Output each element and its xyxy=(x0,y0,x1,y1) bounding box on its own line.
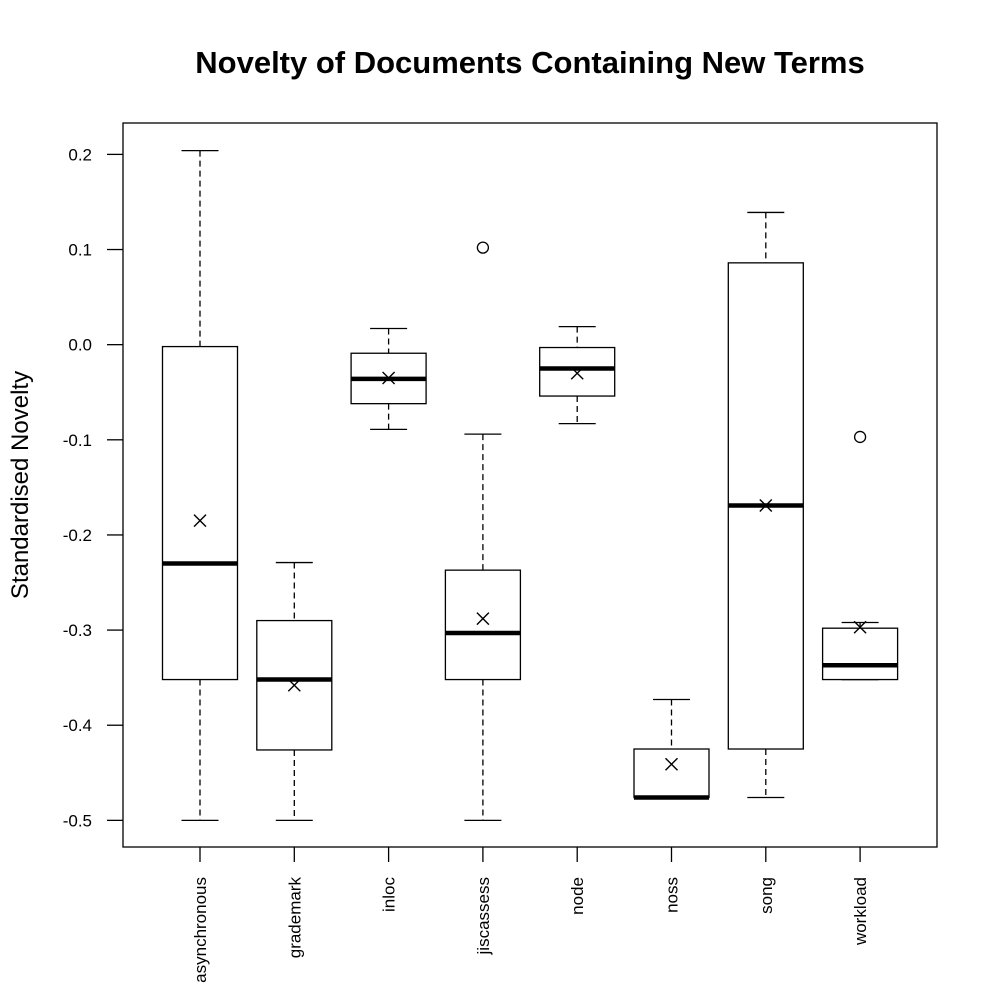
box-node xyxy=(539,325,616,425)
iqr-box xyxy=(821,627,899,681)
x-tick-label-inloc: inloc xyxy=(380,877,399,912)
box-jiscassess xyxy=(444,241,522,822)
mean-marker-stroke-b xyxy=(193,514,207,528)
box-inloc xyxy=(350,327,427,430)
mean-marker xyxy=(853,620,867,634)
y-axis: 0.2 0.1 0.0 -0.1 -0.2 -0.3 -0.4 -0.5 xyxy=(63,145,123,830)
y-tick-label: -0.5 xyxy=(63,811,92,830)
x-axis: asynchronous grademark inloc jiscassess node… xyxy=(191,847,870,983)
outlier-point xyxy=(853,430,867,444)
y-tick-label: -0.4 xyxy=(63,716,92,735)
mean-marker xyxy=(287,678,301,692)
iqr-box xyxy=(444,569,522,681)
outlier-point xyxy=(476,241,490,254)
x-tick-label-grademark: grademark xyxy=(285,877,304,959)
mean-marker-stroke-b xyxy=(759,498,773,512)
mean-marker xyxy=(665,757,678,771)
mean-marker xyxy=(759,498,773,512)
mean-marker xyxy=(476,612,490,626)
x-tick-label-song: song xyxy=(757,877,776,914)
mean-marker-stroke-b xyxy=(476,612,490,626)
box-asynchronous xyxy=(161,149,239,822)
iqr-box xyxy=(539,346,616,397)
mean-marker-stroke-b xyxy=(570,366,584,380)
y-tick-label: 0.1 xyxy=(68,241,92,260)
x-tick-label-jiscassess: jiscassess xyxy=(474,877,493,955)
mean-marker-stroke-b xyxy=(382,371,396,385)
plot-frame xyxy=(122,122,938,848)
chart-title: Novelty of Documents Containing New Term… xyxy=(195,45,864,80)
box-workload xyxy=(821,430,899,681)
y-tick-label: 0.0 xyxy=(68,336,92,355)
mean-marker xyxy=(570,366,584,380)
y-tick-label: -0.3 xyxy=(63,621,92,640)
y-tick-label: -0.2 xyxy=(63,526,92,545)
box-noss xyxy=(633,698,710,800)
y-axis-label: Standardised Novelty xyxy=(7,371,34,599)
box-song xyxy=(727,211,804,799)
mean-marker-stroke-b xyxy=(853,620,867,634)
x-tick-label-noss: noss xyxy=(663,877,682,913)
x-tick-label-asynchronous: asynchronous xyxy=(191,877,210,983)
mean-marker xyxy=(193,514,207,528)
boxes-layer xyxy=(161,149,899,822)
iqr-box xyxy=(633,748,710,799)
iqr-box xyxy=(161,345,239,681)
mean-marker-stroke-b xyxy=(665,757,678,771)
mean-marker-stroke-b xyxy=(287,678,301,692)
y-tick-label: 0.2 xyxy=(68,145,92,164)
box-grademark xyxy=(256,561,333,822)
x-tick-label-workload: workload xyxy=(851,877,870,946)
mean-marker xyxy=(382,371,396,385)
x-tick-label-node: node xyxy=(568,877,587,915)
y-tick-label: -0.1 xyxy=(63,431,92,450)
